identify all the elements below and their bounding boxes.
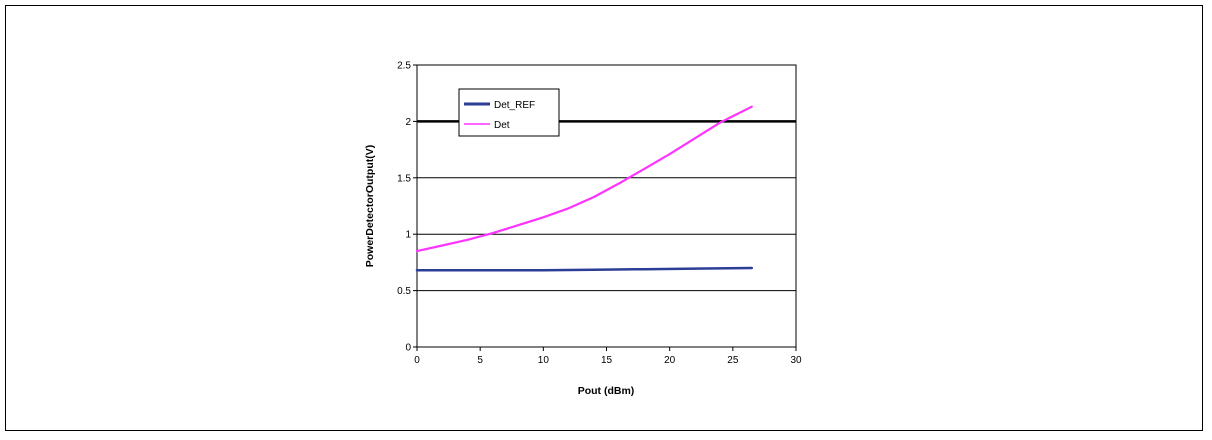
x-axis-title: Pout (dBm) bbox=[578, 385, 635, 397]
x-tick-label: 20 bbox=[664, 355, 676, 366]
x-tick-label: 0 bbox=[414, 355, 420, 366]
legend: Det_REF Det bbox=[458, 88, 560, 137]
y-tick-label: 1.5 bbox=[397, 173, 411, 184]
series-line-det bbox=[415, 105, 753, 253]
series-layer bbox=[415, 105, 754, 272]
legend-label-det-ref: Det_REF bbox=[494, 100, 535, 111]
x-tick-label: 30 bbox=[790, 355, 802, 366]
y-tick-label: 2.5 bbox=[397, 61, 411, 72]
y-tick-label: 0 bbox=[405, 343, 411, 354]
series-line-det-ref bbox=[415, 266, 754, 272]
x-tick-label: 5 bbox=[477, 355, 483, 366]
y-tick-label: 1 bbox=[405, 230, 411, 241]
ticks-layer: 0 0.5 1 1.5 2 2.5 0 5 10 15 20 25 30 bbox=[397, 61, 802, 367]
x-tick-label: 10 bbox=[538, 355, 550, 366]
x-tick-label: 25 bbox=[727, 355, 739, 366]
legend-label-det: Det bbox=[494, 120, 510, 131]
figure-frame bbox=[5, 5, 1203, 431]
y-tick-label: 0.5 bbox=[397, 286, 411, 297]
y-tick-label: 2 bbox=[405, 117, 411, 128]
y-axis-title: PowerDetectorOutput(V) bbox=[364, 145, 376, 268]
grid-layer bbox=[417, 120, 796, 292]
x-tick-label: 15 bbox=[601, 355, 613, 366]
legend-box bbox=[458, 88, 560, 137]
